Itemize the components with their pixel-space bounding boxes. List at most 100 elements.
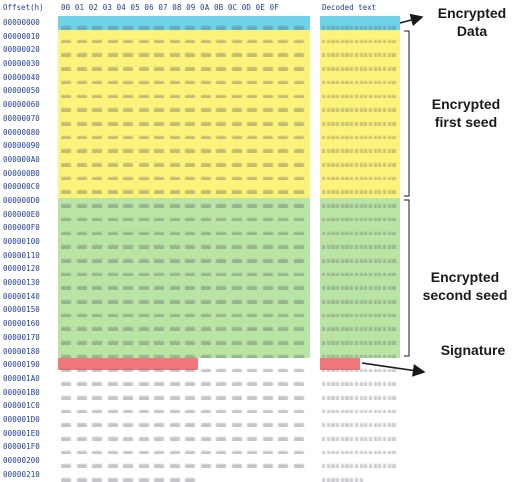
offset-label: 00000160 — [3, 319, 40, 329]
signature-label: Signature — [440, 342, 506, 358]
offset-label: 000000F0 — [3, 223, 40, 233]
hex-editor-panel: Offset(h) 00 01 02 03 04 05 06 07 08 09 … — [3, 3, 400, 482]
hex-bytes-row — [61, 153, 309, 167]
offset-label: 00000040 — [3, 72, 40, 82]
offset-label: 000001B0 — [3, 387, 40, 397]
decoded-text-row — [322, 194, 398, 208]
offset-label: 000000D0 — [3, 195, 40, 205]
hex-bytes-row — [61, 194, 309, 208]
hex-bytes-row — [61, 400, 309, 414]
offset-label: 000000A0 — [3, 154, 40, 164]
decoded-text-row — [322, 386, 398, 400]
offset-label: 00000180 — [3, 346, 40, 356]
hex-bytes-row — [61, 222, 309, 236]
first-seed-highlight-text — [320, 29, 400, 198]
hex-bytes-row — [61, 16, 309, 30]
decoded-text-row — [322, 222, 398, 236]
offset-label: 00000050 — [3, 86, 40, 96]
hex-bytes-row — [61, 249, 309, 263]
decoded-text-header: Decoded text — [322, 3, 377, 12]
decoded-text-row — [322, 249, 398, 263]
decoded-text-row — [322, 359, 398, 373]
decoded-text-row — [322, 167, 398, 181]
first-seed-highlight-hex — [58, 29, 310, 198]
hex-bytes-row — [61, 208, 309, 222]
decoded-text-row — [322, 263, 398, 277]
decoded-text-row — [322, 400, 398, 414]
decoded-text-row — [322, 317, 398, 332]
offset-label: 00000090 — [3, 141, 40, 151]
signature-arrow — [361, 362, 426, 377]
hex-bytes-row — [61, 427, 309, 441]
decoded-text-row — [322, 304, 398, 318]
hex-bytes-row — [61, 98, 309, 112]
decoded-text-row — [322, 427, 398, 441]
data-arrow — [399, 13, 424, 27]
second-seed-brace — [404, 199, 410, 357]
hex-bytes-row — [61, 386, 309, 400]
decoded-text-row — [322, 43, 398, 58]
decoded-text-row — [322, 468, 398, 482]
offset-label: 00000190 — [3, 360, 40, 370]
decoded-text-row — [322, 331, 398, 345]
decoded-text-row — [322, 153, 398, 167]
decoded-text-row — [322, 345, 398, 359]
offset-label: 00000000 — [3, 18, 40, 27]
hex-bytes-row — [61, 304, 309, 318]
offset-label: 00000080 — [3, 127, 40, 137]
encrypted-second-seed-label: Encrypted second seed — [422, 269, 508, 303]
hex-bytes-row — [61, 345, 309, 359]
encrypted-data-highlight-hex — [58, 16, 310, 30]
offset-label: 000000C0 — [3, 182, 40, 192]
offset-label: 00000100 — [3, 237, 40, 246]
offset-label: 00000030 — [3, 59, 40, 69]
hex-bytes-row — [61, 43, 309, 58]
decoded-text-row — [322, 57, 398, 71]
encrypted-data-label: Encrypted Data — [437, 5, 507, 39]
offset-label: 00000010 — [3, 31, 40, 41]
signature-highlight-text — [320, 358, 360, 370]
offset-label: 00000200 — [3, 456, 40, 465]
decoded-text-row — [322, 235, 398, 249]
encrypted-data-highlight-text — [320, 16, 400, 30]
decoded-text-row — [322, 30, 398, 44]
decoded-text-row — [322, 112, 398, 126]
hex-bytes-row — [61, 372, 309, 386]
second-seed-highlight-text — [320, 197, 400, 358]
hex-bytes-row — [61, 167, 309, 181]
decoded-text-row — [322, 126, 398, 140]
decoded-text-row — [322, 85, 398, 99]
offset-label: 000001F0 — [3, 442, 40, 452]
offset-label: 00000150 — [3, 305, 40, 315]
hex-bytes-row — [61, 468, 309, 482]
second-seed-highlight-hex — [58, 197, 310, 358]
hex-bytes-row — [61, 57, 309, 71]
offset-label: 00000070 — [3, 113, 40, 123]
hex-bytes-row — [61, 139, 309, 153]
hex-bytes-row — [61, 290, 309, 304]
hex-bytes-row — [61, 359, 309, 373]
hex-bytes-row — [61, 180, 309, 195]
decoded-text-row — [322, 276, 398, 290]
signature-highlight-hex — [58, 358, 198, 370]
decoded-text-row — [322, 441, 398, 455]
decoded-text-row — [322, 16, 398, 30]
decoded-text-row — [322, 413, 398, 427]
decoded-text-row — [322, 180, 398, 195]
offset-label: 00000130 — [3, 278, 40, 288]
hex-bytes-row — [61, 331, 309, 345]
hex-bytes-row — [61, 413, 309, 427]
hex-bytes-row — [61, 235, 309, 249]
offset-label: 00000020 — [3, 45, 40, 55]
hex-bytes-row — [61, 85, 309, 99]
hex-bytes-row — [61, 317, 309, 332]
hex-bytes-row — [61, 263, 309, 277]
hex-bytes-row — [61, 441, 309, 455]
offset-label: 00000060 — [3, 100, 40, 110]
hex-bytes-row — [61, 112, 309, 126]
decoded-text-row — [322, 71, 398, 85]
offset-label: 00000120 — [3, 264, 40, 274]
encrypted-first-seed-label: Encrypted first seed — [431, 96, 501, 130]
decoded-text-row — [322, 139, 398, 153]
offset-label: 000000B0 — [3, 168, 40, 178]
